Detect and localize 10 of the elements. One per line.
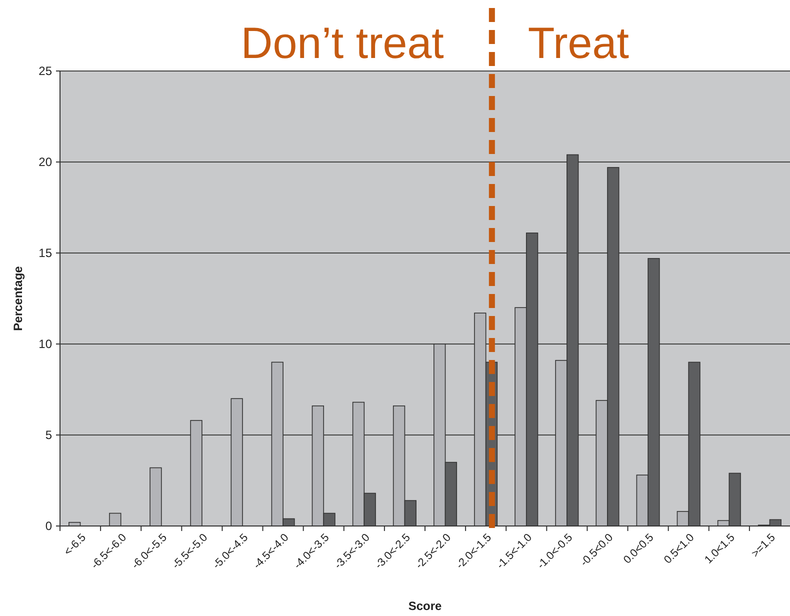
text: Don’t treat: [240, 19, 444, 68]
y-tick-label: 20: [38, 155, 52, 170]
text: Treat: [528, 19, 629, 68]
y-tick-label: 25: [38, 64, 52, 78]
y-tick-label: 0: [45, 519, 52, 534]
y-tick-label: 15: [38, 246, 52, 260]
y-axis-title: Percentage: [11, 266, 25, 331]
x-axis-title: Score: [408, 599, 442, 613]
y-tick-label: 10: [38, 337, 52, 352]
y-tick-label: 5: [45, 428, 52, 442]
